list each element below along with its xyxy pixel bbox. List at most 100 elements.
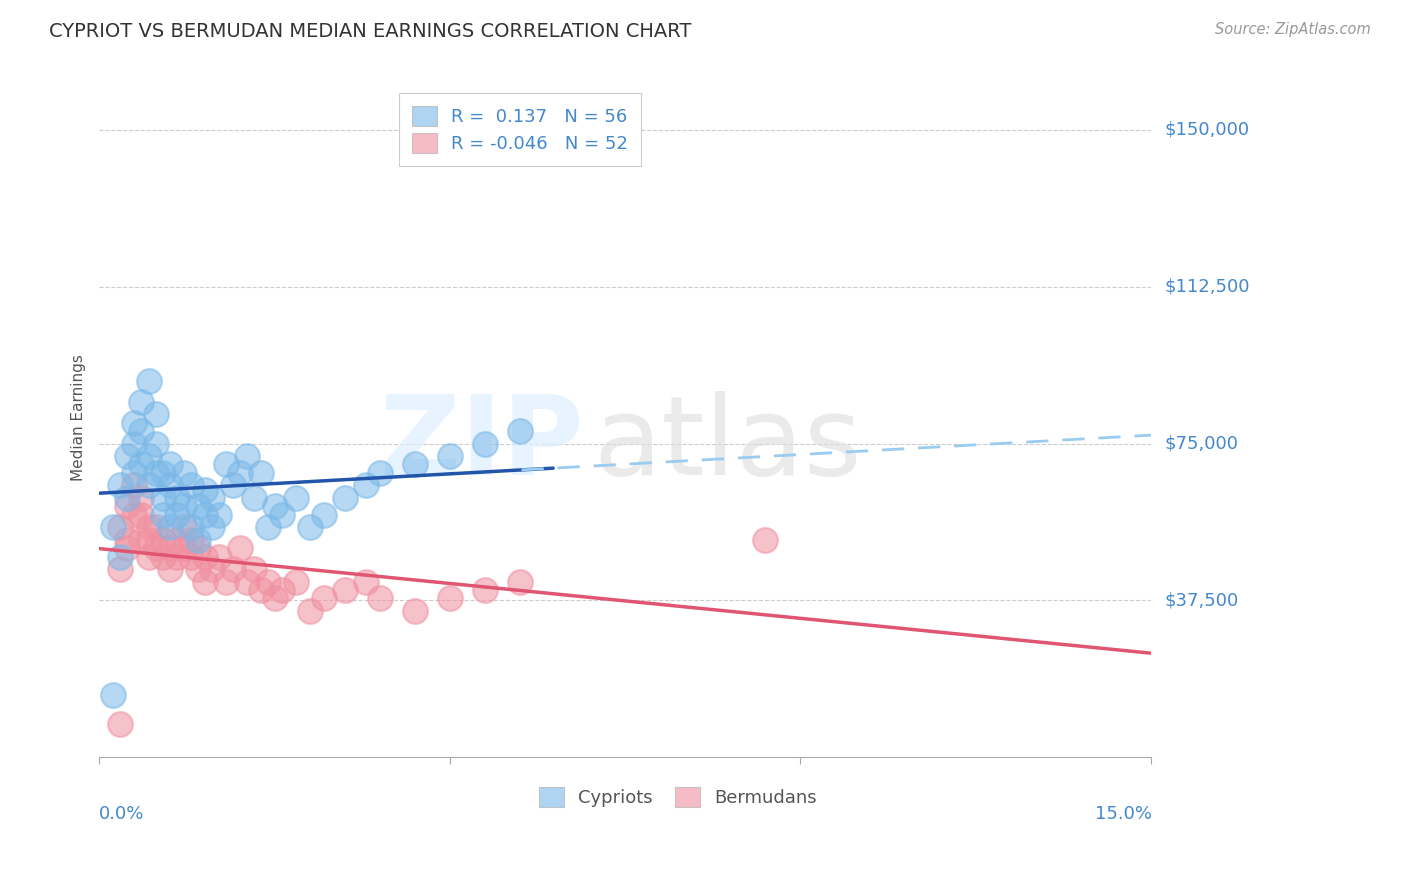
Point xyxy=(249,466,271,480)
Point xyxy=(180,520,202,534)
Point xyxy=(235,574,257,589)
Point xyxy=(214,458,236,472)
Point xyxy=(200,491,222,505)
Point xyxy=(159,478,181,492)
Point xyxy=(117,541,139,556)
Point xyxy=(173,466,195,480)
Text: Source: ZipAtlas.com: Source: ZipAtlas.com xyxy=(1215,22,1371,37)
Point xyxy=(194,574,217,589)
Point xyxy=(180,533,202,547)
Text: 15.0%: 15.0% xyxy=(1095,805,1152,823)
Point xyxy=(159,458,181,472)
Point xyxy=(256,574,278,589)
Point xyxy=(117,449,139,463)
Point xyxy=(194,508,217,522)
Point xyxy=(145,436,167,450)
Point xyxy=(131,424,153,438)
Point xyxy=(117,533,139,547)
Point xyxy=(166,533,188,547)
Point xyxy=(173,541,195,556)
Point xyxy=(263,500,285,514)
Legend: Cypriots, Bermudans: Cypriots, Bermudans xyxy=(530,779,825,816)
Point xyxy=(474,436,496,450)
Point xyxy=(404,604,426,618)
Point xyxy=(145,466,167,480)
Point xyxy=(270,582,292,597)
Point xyxy=(166,508,188,522)
Point xyxy=(138,449,160,463)
Text: 0.0%: 0.0% xyxy=(98,805,143,823)
Point xyxy=(138,533,160,547)
Point xyxy=(187,541,209,556)
Point xyxy=(298,604,321,618)
Point xyxy=(117,500,139,514)
Point xyxy=(152,533,174,547)
Y-axis label: Median Earnings: Median Earnings xyxy=(72,354,86,481)
Point xyxy=(180,549,202,564)
Point xyxy=(333,582,356,597)
Point xyxy=(368,466,391,480)
Point xyxy=(124,466,146,480)
Point xyxy=(145,520,167,534)
Point xyxy=(221,562,243,576)
Point xyxy=(117,491,139,505)
Point xyxy=(207,549,229,564)
Point xyxy=(194,549,217,564)
Point xyxy=(131,508,153,522)
Point xyxy=(298,520,321,534)
Point xyxy=(138,549,160,564)
Point xyxy=(312,591,335,606)
Point xyxy=(103,520,125,534)
Point xyxy=(138,374,160,388)
Point xyxy=(249,582,271,597)
Point xyxy=(270,508,292,522)
Point xyxy=(145,541,167,556)
Point xyxy=(124,436,146,450)
Point xyxy=(207,508,229,522)
Text: ZIP: ZIP xyxy=(380,391,583,498)
Point xyxy=(187,562,209,576)
Point xyxy=(110,562,132,576)
Point xyxy=(110,549,132,564)
Point xyxy=(124,508,146,522)
Point xyxy=(509,574,531,589)
Point xyxy=(754,533,776,547)
Point xyxy=(159,520,181,534)
Point xyxy=(138,520,160,534)
Point xyxy=(509,424,531,438)
Point xyxy=(256,520,278,534)
Point xyxy=(474,582,496,597)
Point xyxy=(214,574,236,589)
Point xyxy=(131,533,153,547)
Point xyxy=(284,574,307,589)
Point xyxy=(124,416,146,430)
Point xyxy=(131,394,153,409)
Point xyxy=(404,458,426,472)
Point xyxy=(194,483,217,497)
Point xyxy=(187,533,209,547)
Point xyxy=(173,500,195,514)
Point xyxy=(200,520,222,534)
Text: $150,000: $150,000 xyxy=(1166,120,1250,139)
Point xyxy=(228,466,250,480)
Point xyxy=(145,407,167,421)
Point xyxy=(242,491,264,505)
Point xyxy=(200,562,222,576)
Point xyxy=(138,478,160,492)
Point xyxy=(263,591,285,606)
Point xyxy=(228,541,250,556)
Point xyxy=(284,491,307,505)
Point xyxy=(110,717,132,731)
Point xyxy=(312,508,335,522)
Point xyxy=(439,591,461,606)
Point xyxy=(354,574,377,589)
Point xyxy=(152,549,174,564)
Point xyxy=(159,541,181,556)
Point xyxy=(152,466,174,480)
Point xyxy=(368,591,391,606)
Point xyxy=(180,478,202,492)
Point xyxy=(159,562,181,576)
Point xyxy=(124,478,146,492)
Point xyxy=(152,508,174,522)
Point xyxy=(166,549,188,564)
